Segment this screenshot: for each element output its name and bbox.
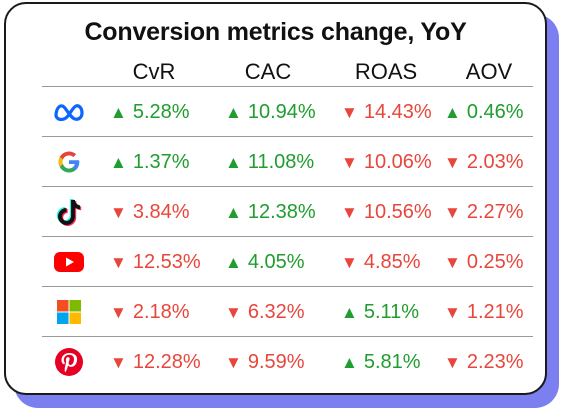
microsoft-icon — [52, 297, 86, 327]
metric-cell-aov: ▲ 0.46% — [444, 97, 524, 127]
triangle-up-icon: ▲ — [225, 253, 242, 272]
column-header-aov: AOV — [465, 59, 513, 84]
triangle-up-icon: ▲ — [444, 103, 461, 122]
triangle-down-icon: ▼ — [225, 353, 242, 372]
metric-cell-cvr: ▲ 5.28% — [110, 97, 190, 127]
metric-value: 4.85% — [363, 251, 421, 273]
triangle-down-icon: ▼ — [444, 303, 461, 322]
metric-value: 0.25% — [466, 251, 524, 273]
triangle-up-icon: ▲ — [110, 153, 127, 172]
table-row: ▼ 2.18% ▼ 6.32% ▲ 5.11% ▼ 1.21% — [42, 286, 533, 337]
metric-value: 5.28% — [132, 101, 190, 123]
google-icon — [52, 147, 86, 177]
triangle-up-icon: ▲ — [341, 353, 358, 372]
metric-cell-cac: ▼ 9.59% — [225, 347, 305, 377]
metric-value: 2.03% — [466, 151, 524, 173]
metric-value: 2.27% — [466, 201, 524, 223]
triangle-up-icon: ▲ — [225, 103, 242, 122]
triangle-down-icon: ▼ — [444, 203, 461, 222]
table-row: ▲ 1.37% ▲ 11.08% ▼ 10.06% ▼ 2.03% — [42, 136, 533, 187]
metric-value: 12.38% — [247, 201, 316, 223]
triangle-up-icon: ▲ — [110, 103, 127, 122]
metric-value: 3.84% — [132, 201, 190, 223]
metric-value: 4.05% — [247, 251, 305, 273]
triangle-down-icon: ▼ — [341, 203, 358, 222]
metric-value: 6.32% — [247, 301, 305, 323]
triangle-down-icon: ▼ — [110, 253, 127, 272]
metric-cell-roas: ▼ 10.06% — [341, 147, 432, 177]
metric-cell-cvr: ▼ 2.18% — [110, 297, 190, 327]
metric-cell-cac: ▲ 12.38% — [225, 197, 316, 227]
metric-cell-cac: ▲ 4.05% — [225, 247, 305, 277]
youtube-icon — [52, 247, 86, 277]
metric-value: 1.21% — [466, 301, 524, 323]
metric-cell-cvr: ▲ 1.37% — [110, 147, 190, 177]
metric-cell-roas: ▼ 14.43% — [341, 97, 432, 127]
metric-value: 9.59% — [247, 351, 305, 373]
triangle-down-icon: ▼ — [110, 303, 127, 322]
chart-title: Conversion metrics change, YoY — [84, 18, 467, 46]
column-header-roas: ROAS — [354, 59, 418, 84]
metric-value: 11.08% — [247, 151, 315, 173]
metric-cell-roas: ▲ 5.11% — [341, 297, 419, 327]
metric-cell-cac: ▲ 10.94% — [225, 97, 316, 127]
metric-cell-aov: ▼ 2.23% — [444, 347, 524, 377]
triangle-up-icon: ▲ — [225, 203, 242, 222]
triangle-down-icon: ▼ — [110, 353, 127, 372]
table-row: ▼ 3.84% ▲ 12.38% ▼ 10.56% ▼ 2.27% — [42, 186, 533, 237]
triangle-down-icon: ▼ — [444, 153, 461, 172]
metric-value: 12.28% — [132, 351, 201, 373]
metric-cell-cac: ▼ 6.32% — [225, 297, 305, 327]
triangle-up-icon: ▲ — [341, 303, 358, 322]
triangle-down-icon: ▼ — [341, 253, 358, 272]
triangle-down-icon: ▼ — [341, 153, 358, 172]
triangle-down-icon: ▼ — [225, 303, 242, 322]
metric-value: 0.46% — [466, 101, 524, 123]
metric-value: 2.23% — [466, 351, 524, 373]
meta-icon — [52, 97, 86, 127]
metric-value: 14.43% — [363, 101, 432, 123]
metric-value: 1.37% — [132, 151, 190, 173]
table-row: ▼ 12.28% ▼ 9.59% ▲ 5.81% ▼ 2.23% — [42, 336, 533, 387]
metric-value: 10.56% — [363, 201, 432, 223]
triangle-down-icon: ▼ — [341, 103, 358, 122]
metric-value: 2.18% — [132, 301, 190, 323]
metric-value: 5.81% — [363, 351, 421, 373]
metrics-card: Conversion metrics change, YoY CvR CAC ROA… — [4, 2, 547, 395]
triangle-down-icon: ▼ — [444, 353, 461, 372]
metric-value: 10.94% — [247, 101, 316, 123]
table-row: ▲ 5.28% ▲ 10.94% ▼ 14.43% ▲ 0.46% — [42, 86, 533, 137]
metric-cell-aov: ▼ 0.25% — [444, 247, 524, 277]
column-header-cvr: CvR — [132, 59, 176, 84]
metric-value: 5.11% — [363, 301, 420, 323]
column-header-cac: CAC — [244, 59, 292, 84]
metric-cell-aov: ▼ 2.03% — [444, 147, 524, 177]
triangle-up-icon: ▲ — [225, 153, 242, 172]
metric-cell-cvr: ▼ 3.84% — [110, 197, 190, 227]
metric-value: 10.06% — [363, 151, 432, 173]
metric-cell-roas: ▼ 4.85% — [341, 247, 421, 277]
metric-cell-aov: ▼ 1.21% — [444, 297, 524, 327]
metric-cell-cvr: ▼ 12.53% — [110, 247, 201, 277]
metric-cell-cvr: ▼ 12.28% — [110, 347, 201, 377]
pinterest-icon — [52, 347, 86, 377]
table-row: ▼ 12.53% ▲ 4.05% ▼ 4.85% ▼ 0.25% — [42, 236, 533, 287]
triangle-down-icon: ▼ — [110, 203, 127, 222]
metric-cell-roas: ▲ 5.81% — [341, 347, 421, 377]
tiktok-icon — [52, 197, 86, 227]
metric-cell-roas: ▼ 10.56% — [341, 197, 432, 227]
metric-cell-cac: ▲ 11.08% — [225, 147, 314, 177]
triangle-down-icon: ▼ — [444, 253, 461, 272]
metric-value: 12.53% — [132, 251, 201, 273]
metric-cell-aov: ▼ 2.27% — [444, 197, 524, 227]
